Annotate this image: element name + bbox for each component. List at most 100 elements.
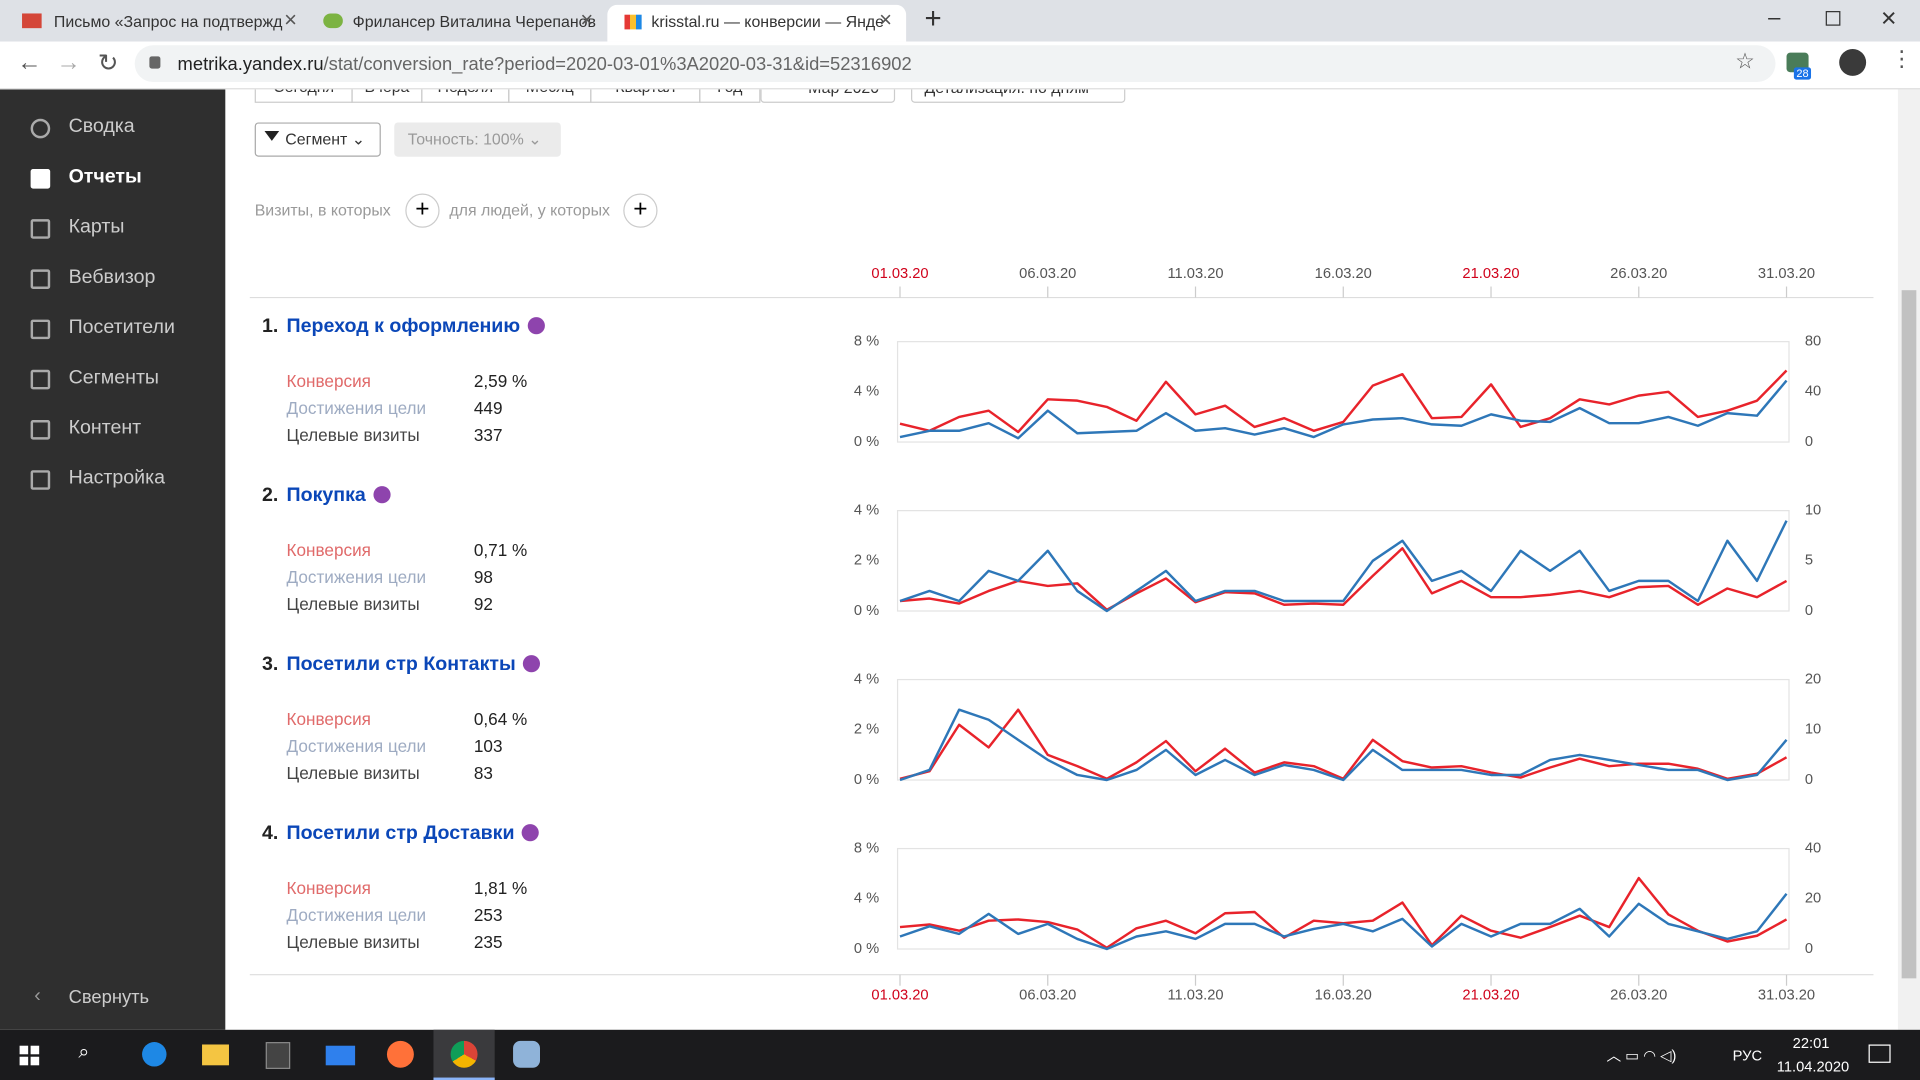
x-tick-label: 31.03.20 — [1758, 266, 1815, 282]
tab-icon — [624, 14, 642, 30]
close-window[interactable]: × — [1880, 2, 1897, 34]
tab-active[interactable]: krisstal.ru — конверсии — Янде — [607, 4, 907, 42]
app-paint[interactable] — [513, 1040, 540, 1068]
y2-tick-label: 5 — [1805, 553, 1813, 569]
metric-value: 103 — [473, 735, 503, 756]
y2-tick-label: 0 — [1805, 603, 1813, 619]
y-tick-label: 4 % — [854, 671, 879, 687]
tab-close[interactable]: × — [284, 7, 297, 32]
tab[interactable]: Фрилансер Виталина Черепанов — [352, 12, 597, 31]
y-tick-label: 0 % — [854, 434, 879, 450]
profile[interactable] — [1839, 48, 1867, 76]
metric-label: Достижения цели — [286, 566, 427, 587]
notifications[interactable] — [1868, 1044, 1891, 1063]
goal-number: 2. — [262, 484, 279, 506]
tab-close[interactable]: × — [580, 7, 594, 32]
goal-name[interactable]: Посетили стр Контакты — [286, 653, 516, 675]
app-store[interactable] — [265, 1042, 291, 1069]
reload[interactable]: ↻ — [97, 50, 119, 78]
sidebar-icon — [30, 118, 51, 139]
tray-icons[interactable]: ︿ ▭ ◠ ◁) — [1606, 1046, 1677, 1065]
sidebar-item[interactable]: Посетители — [68, 317, 175, 338]
x-tick-label: 06.03.20 — [1019, 987, 1076, 1003]
forward[interactable]: → — [56, 48, 81, 76]
scrollbar-thumb[interactable] — [1901, 290, 1917, 979]
y-tick-label: 2 % — [854, 722, 879, 738]
sidebar-item[interactable]: Настройка — [68, 467, 166, 489]
lock-icon — [149, 56, 161, 69]
new-tab[interactable]: + — [924, 2, 942, 36]
metric-label: Достижения цели — [286, 397, 427, 418]
app-mail[interactable] — [325, 1045, 356, 1066]
visits-filter-label: Визиты, в которых — [254, 200, 391, 220]
y-tick-label: 8 % — [854, 334, 879, 350]
goal-badge — [527, 317, 545, 335]
y2-tick-label: 0 — [1805, 434, 1813, 450]
x-tick-label: 26.03.20 — [1610, 266, 1667, 282]
goal-number: 4. — [262, 822, 279, 844]
language[interactable]: РУС — [1732, 1046, 1763, 1065]
metric-value: 235 — [473, 931, 503, 952]
y-tick-label: 0 % — [854, 603, 879, 619]
goal-name[interactable]: Посетили стр Доставки — [286, 822, 515, 844]
metric-label: Целевые визиты — [286, 762, 420, 783]
y-tick-label: 0 % — [854, 772, 879, 788]
tab[interactable]: Письмо «Запрос на подтвержд — [53, 12, 283, 31]
minimize[interactable]: – — [1768, 4, 1781, 30]
metric-value: 253 — [473, 904, 503, 925]
clock-time[interactable]: 22:01 — [1792, 1034, 1830, 1052]
sidebar-item[interactable]: Отчеты — [68, 166, 142, 188]
y2-tick-label: 10 — [1805, 502, 1821, 518]
metric-value: 2,59 % — [473, 371, 528, 391]
tab-close[interactable]: × — [879, 7, 893, 32]
extension[interactable] — [1786, 52, 1809, 73]
app-explorer[interactable] — [202, 1044, 229, 1066]
sidebar — [0, 88, 226, 1030]
y-tick-label: 4 % — [854, 502, 879, 518]
accuracy-label: Точность: 100% — [407, 129, 524, 149]
accuracy-button[interactable]: Точность: 100% ⌄ — [394, 122, 561, 157]
back[interactable]: ← — [17, 48, 42, 76]
maximize[interactable] — [1825, 11, 1841, 26]
url[interactable]: metrika.yandex.ru/stat/conversion_rate?p… — [178, 54, 912, 75]
sidebar-item[interactable]: Контент — [68, 417, 142, 439]
search[interactable]: ⌕ — [78, 1042, 90, 1063]
sidebar-item[interactable]: Сводка — [68, 116, 135, 138]
tab-icon — [323, 13, 343, 29]
y2-tick-label: 10 — [1805, 722, 1821, 738]
tab-icon — [22, 13, 42, 29]
omnibox[interactable] — [134, 45, 1776, 83]
sidebar-item[interactable]: Вебвизор — [68, 266, 156, 288]
sidebar-collapse[interactable]: Свернуть — [68, 986, 150, 1008]
y2-tick-label: 0 — [1805, 941, 1813, 957]
metric-label: Целевые визиты — [286, 931, 420, 952]
app-firefox[interactable] — [386, 1040, 414, 1068]
metric-value: 449 — [473, 397, 503, 418]
tab-strip — [0, 0, 1920, 42]
chart-frame — [896, 341, 1790, 443]
goal-name[interactable]: Покупка — [286, 484, 366, 506]
y2-tick-label: 40 — [1805, 840, 1821, 856]
app-edge[interactable] — [142, 1042, 167, 1067]
goal-name[interactable]: Переход к оформлению — [286, 315, 521, 337]
clock-date[interactable]: 11.04.2020 — [1776, 1057, 1850, 1076]
y2-tick-label: 20 — [1805, 891, 1821, 907]
goal-badge — [523, 655, 541, 673]
sidebar-item[interactable]: Сегменты — [68, 367, 160, 389]
people-filter-label: для людей, у которых — [449, 200, 611, 220]
add-visits-filter[interactable]: + — [405, 193, 440, 228]
collapse-icon: ‹ — [34, 985, 41, 1007]
bookmark-star[interactable]: ☆ — [1735, 48, 1755, 74]
segment-button[interactable]: Сегмент ⌄ — [254, 122, 381, 157]
start[interactable] — [19, 1045, 40, 1066]
x-tick-label: 31.03.20 — [1758, 987, 1815, 1003]
metric-value: 0,71 % — [473, 540, 528, 560]
app-chrome — [450, 1040, 478, 1068]
sidebar-item[interactable]: Карты — [68, 216, 125, 238]
add-people-filter[interactable]: + — [623, 193, 658, 228]
url-path: /stat/conversion_rate?period=2020-03-01%… — [323, 53, 912, 75]
series-line — [899, 892, 1788, 951]
menu[interactable]: ⋮ — [1890, 46, 1913, 72]
